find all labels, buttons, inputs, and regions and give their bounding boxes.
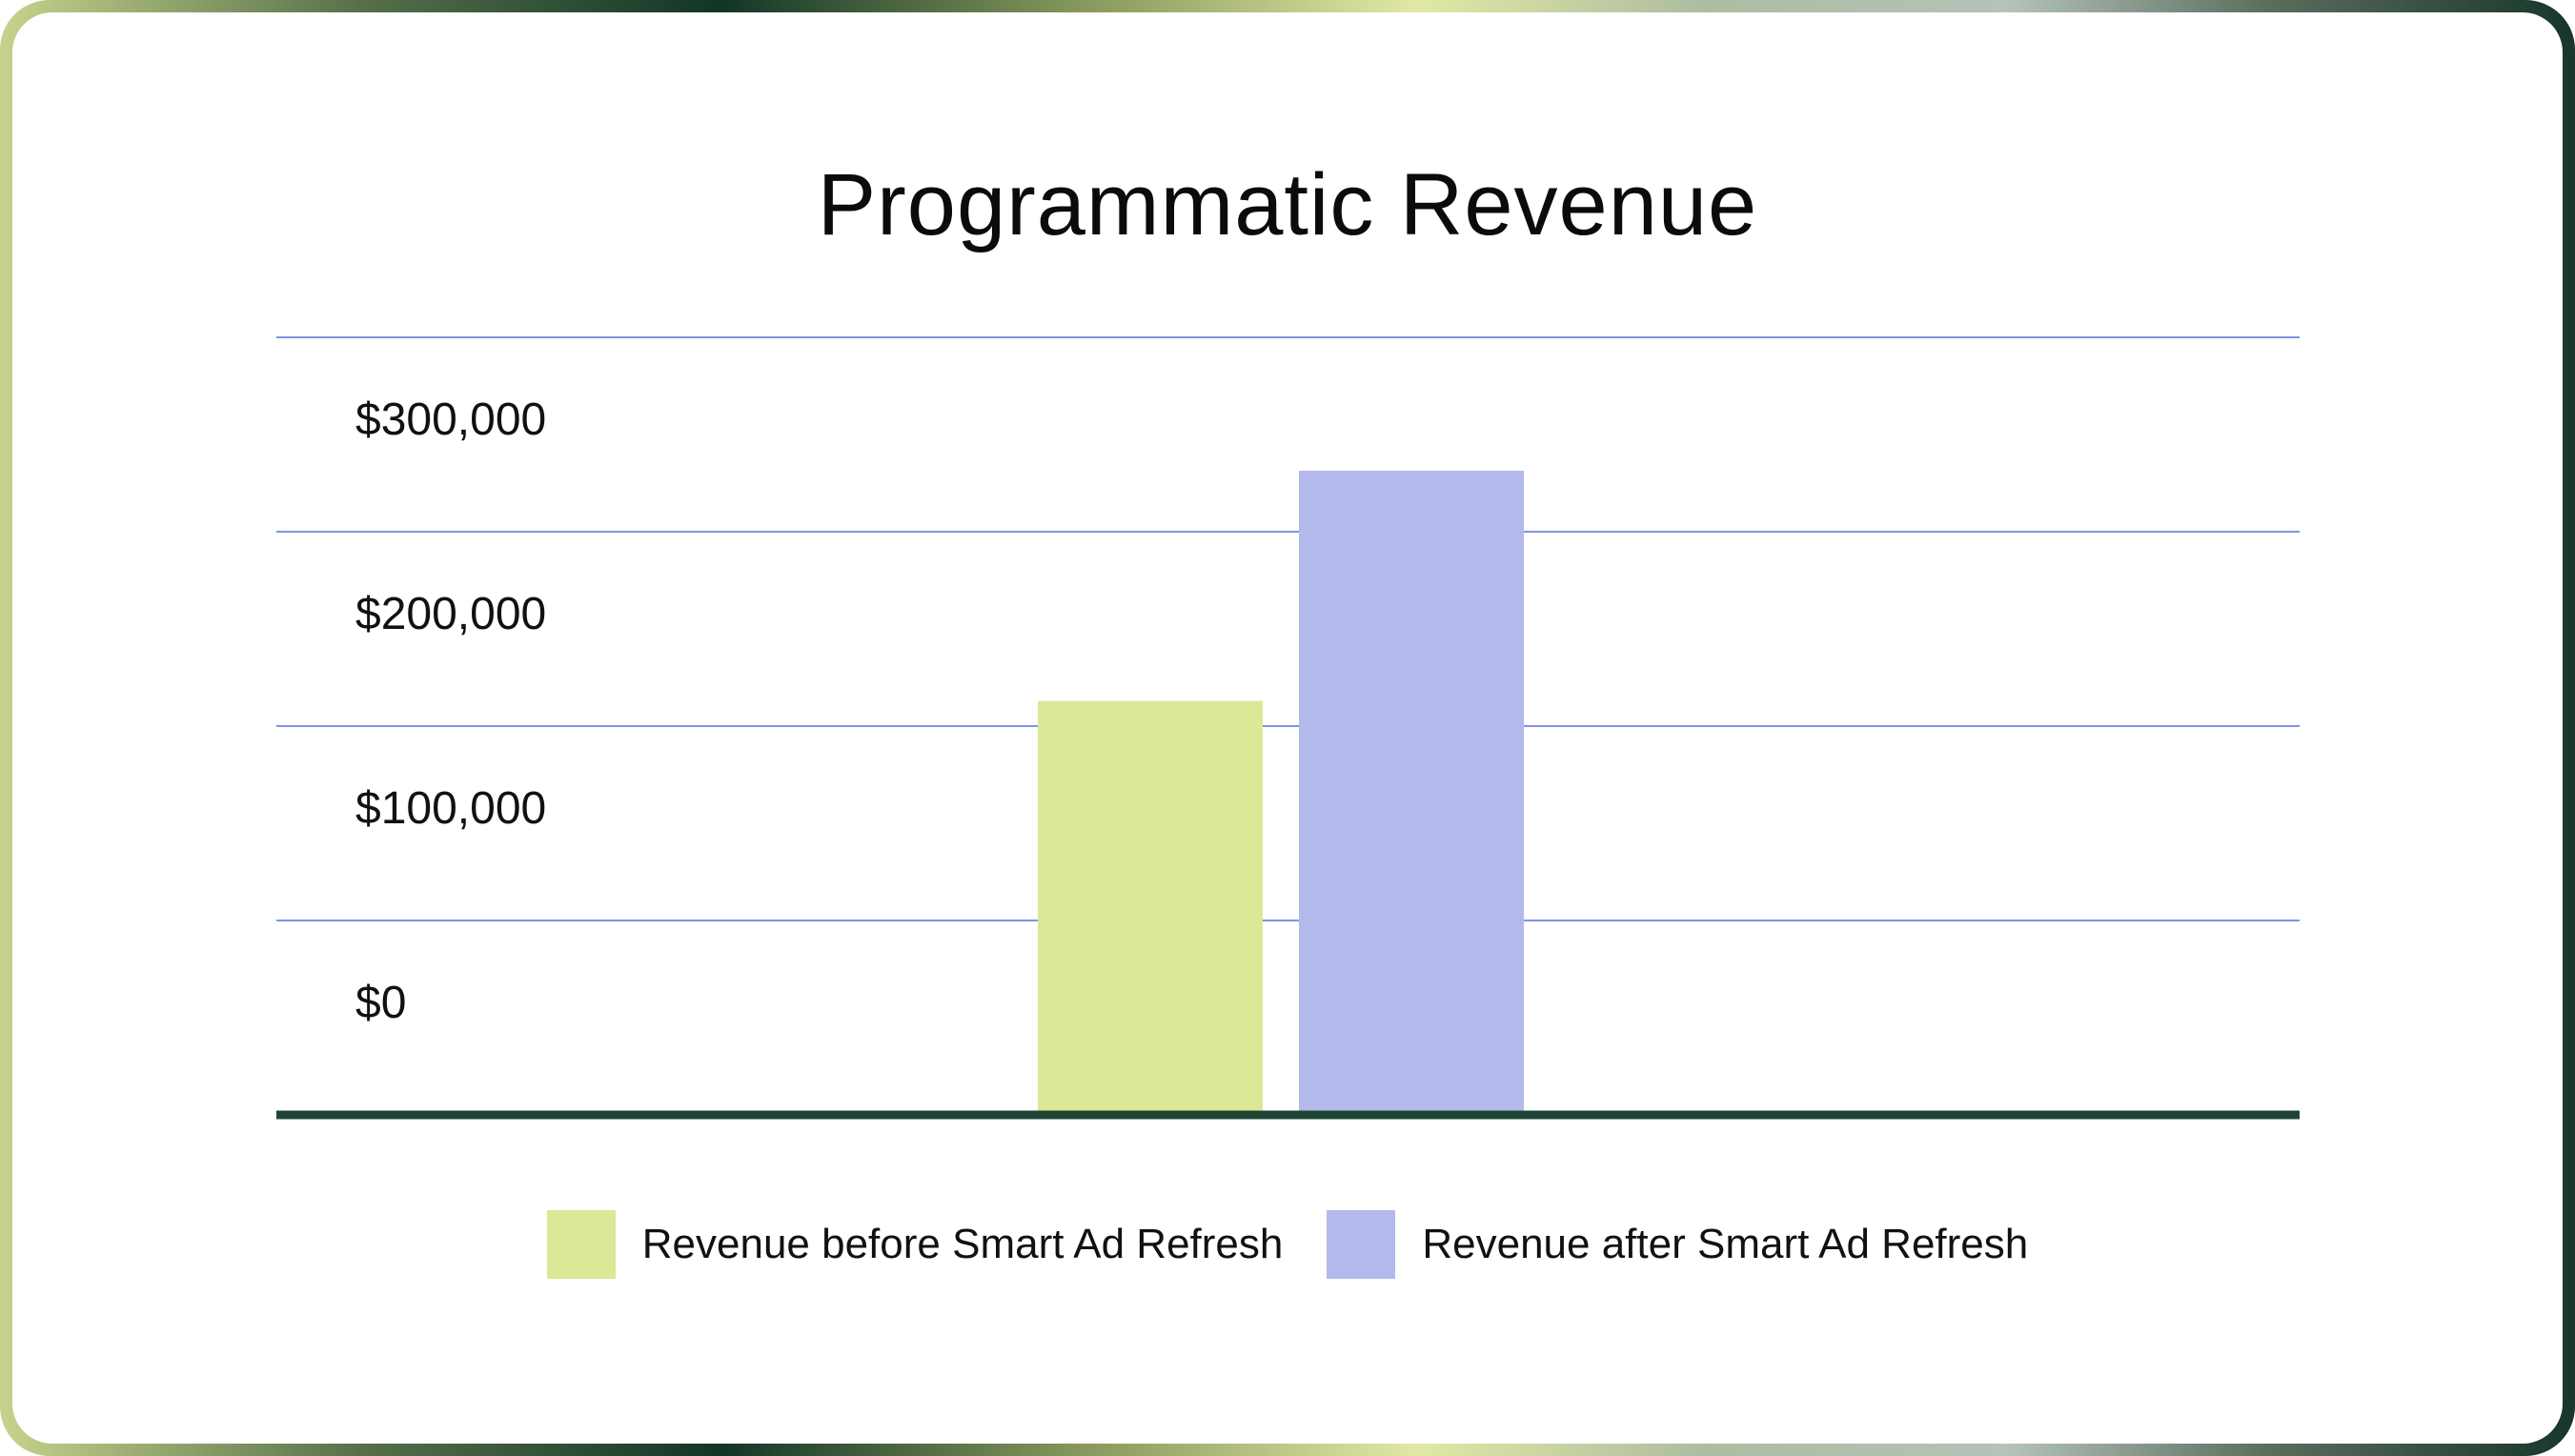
- y-tick-label: $100,000: [355, 783, 546, 834]
- chart-card: Programmatic Revenue $0 $100,000 $200,000 $…: [12, 12, 2563, 1444]
- y-tick-label: $0: [355, 978, 406, 1028]
- bar-before: [1038, 700, 1263, 1111]
- legend: Revenue before Smart Ad Refresh Revenue …: [12, 1210, 2563, 1279]
- grid-lines: [276, 336, 2300, 921]
- y-tick-label: $200,000: [355, 589, 546, 639]
- legend-item-before: Revenue before Smart Ad Refresh: [546, 1210, 1284, 1279]
- legend-swatch-after: [1327, 1210, 1396, 1279]
- legend-label-after: Revenue after Smart Ad Refresh: [1422, 1221, 2029, 1267]
- legend-swatch-before: [546, 1210, 616, 1279]
- y-tick-labels: $0 $100,000 $200,000 $300,000: [355, 394, 546, 1028]
- y-tick-label: $300,000: [355, 394, 546, 445]
- chart-svg: $0 $100,000 $200,000 $300,000: [276, 336, 2300, 1120]
- bar-after: [1299, 471, 1524, 1111]
- chart-title: Programmatic Revenue: [817, 156, 1758, 253]
- legend-item-after: Revenue after Smart Ad Refresh: [1327, 1210, 2028, 1279]
- legend-label-before: Revenue before Smart Ad Refresh: [641, 1221, 1284, 1267]
- bars: [1038, 471, 1524, 1111]
